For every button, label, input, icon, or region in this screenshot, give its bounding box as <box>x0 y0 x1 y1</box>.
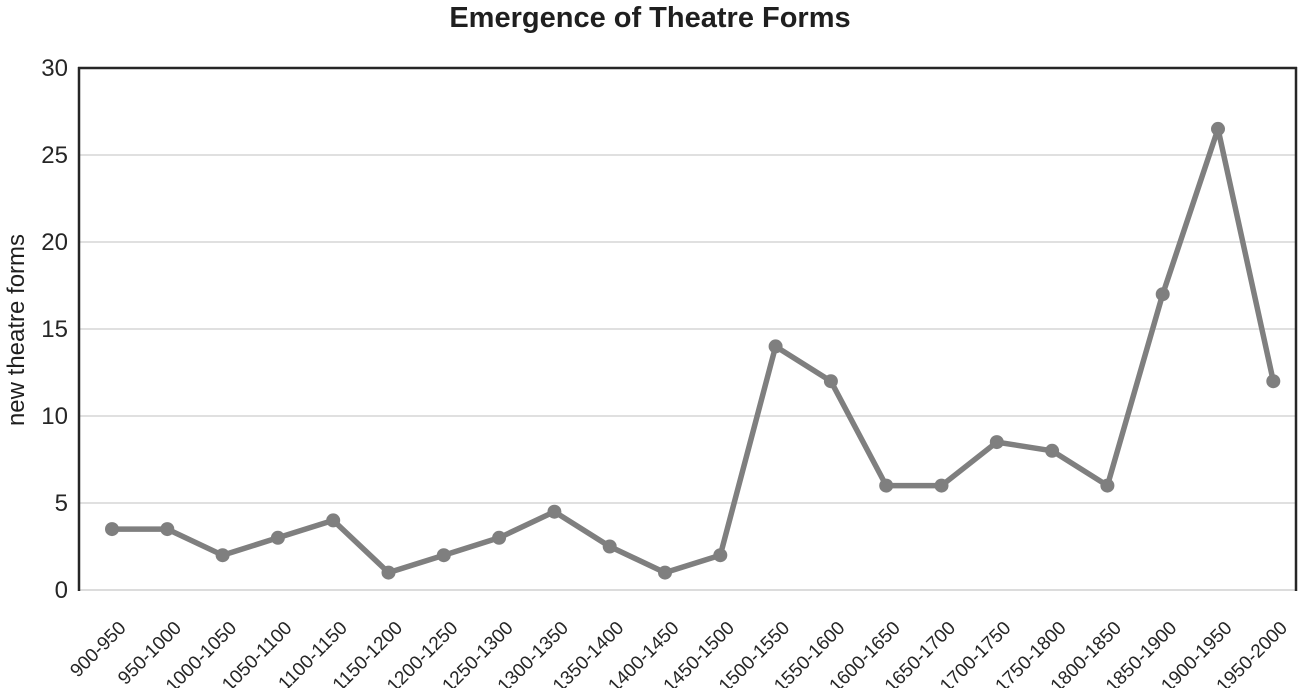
y-tick-label: 30 <box>41 55 68 82</box>
data-point-marker <box>105 522 119 537</box>
data-point-marker <box>602 539 617 554</box>
data-line <box>109 126 1277 576</box>
data-point-marker <box>215 548 230 563</box>
y-tick-label: 5 <box>55 490 68 517</box>
chart-title: Emergence of Theatre Forms <box>449 2 851 34</box>
data-point-marker <box>1100 478 1115 493</box>
data-point-marker <box>879 478 894 493</box>
data-point-marker <box>1155 287 1170 302</box>
data-point-marker <box>1045 443 1060 458</box>
data-point-marker <box>823 374 838 389</box>
data-point-marker <box>160 522 175 537</box>
data-point-marker <box>270 530 285 545</box>
data-point-marker <box>989 435 1004 450</box>
data-point-marker <box>934 478 949 493</box>
y-tick-label: 10 <box>41 403 68 430</box>
data-point-marker <box>1266 374 1281 389</box>
data-point-marker <box>658 565 672 580</box>
data-point-marker <box>713 548 728 563</box>
data-point-marker <box>381 565 396 580</box>
data-point-marker <box>547 504 562 519</box>
y-tick-label: 20 <box>41 229 68 256</box>
y-tick-label: 0 <box>55 577 68 604</box>
y-tick-label: 25 <box>41 142 68 169</box>
data-point-marker <box>768 339 783 354</box>
data-point-marker <box>1211 121 1225 136</box>
data-point-marker <box>326 513 341 528</box>
data-point-marker <box>492 530 507 545</box>
y-axis-title-text: new theatre forms <box>3 233 30 427</box>
data-point-marker <box>436 548 451 563</box>
y-tick-label: 15 <box>41 316 68 343</box>
